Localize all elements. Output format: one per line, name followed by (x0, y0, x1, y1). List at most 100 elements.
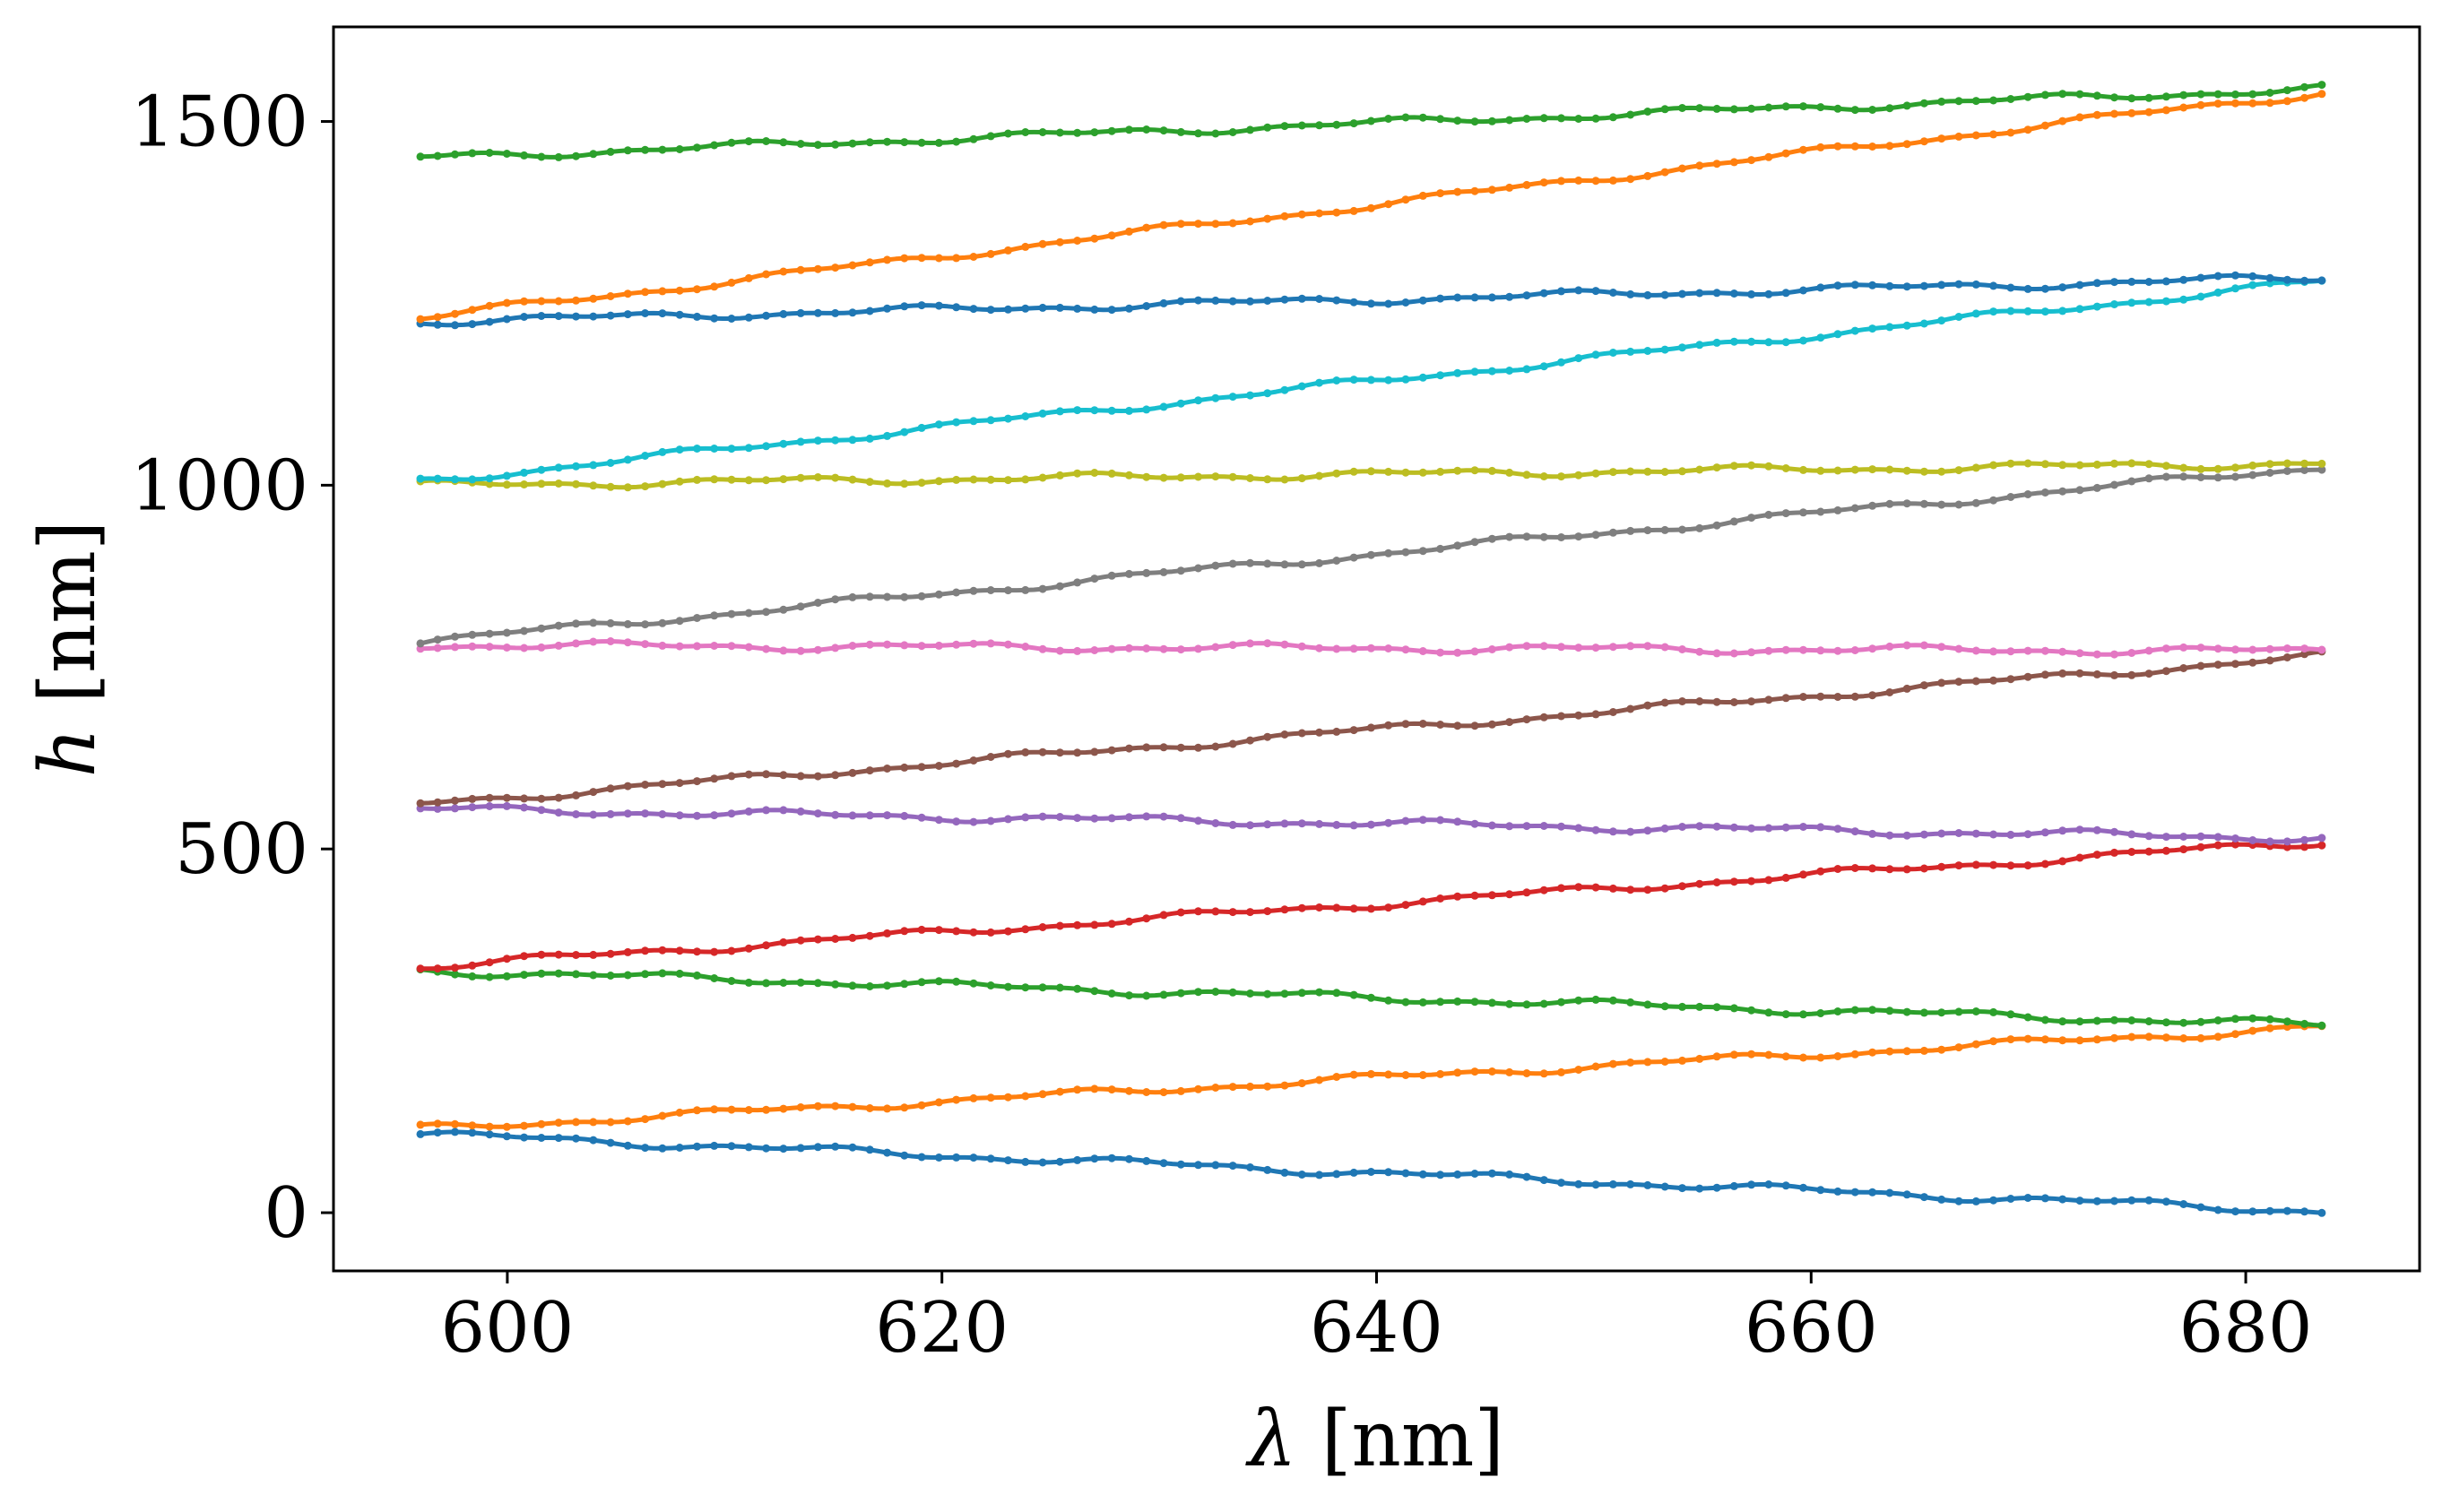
data-point (952, 1153, 961, 1162)
data-point (779, 605, 788, 614)
data-point (1263, 214, 1272, 223)
data-point (1937, 97, 1946, 106)
data-point (1038, 584, 1047, 593)
data-point (502, 955, 511, 963)
data-point (2058, 307, 2067, 315)
data-point (986, 753, 995, 761)
data-point (2006, 830, 2015, 839)
data-point (1211, 907, 1220, 916)
data-point (1885, 688, 1894, 696)
data-point (1315, 209, 1324, 218)
data-point (1729, 649, 1738, 658)
data-point (1107, 644, 1116, 653)
data-point (2196, 464, 2205, 473)
data-point (1263, 989, 1272, 998)
data-point (2006, 1195, 2015, 1203)
data-point (1401, 468, 1410, 477)
data-point (1850, 465, 1859, 474)
data-point (1228, 128, 1237, 136)
data-point (1125, 125, 1133, 134)
data-point (2179, 833, 2188, 841)
data-point (1021, 304, 1030, 313)
data-point (2248, 1026, 2257, 1035)
data-point (1332, 120, 1341, 129)
data-point (727, 1105, 736, 1114)
data-point (1055, 471, 1064, 480)
x-tick-label: 600 (440, 1288, 574, 1369)
data-point (433, 1128, 442, 1137)
data-point (2092, 851, 2101, 860)
data-point (1937, 829, 1946, 838)
data-point (2006, 493, 2015, 501)
data-point (883, 304, 892, 313)
data-point (1315, 471, 1324, 480)
data-point (468, 630, 477, 639)
data-point (1280, 475, 1289, 484)
data-point (2092, 279, 2101, 288)
data-point (1176, 297, 1185, 306)
data-point (813, 599, 822, 607)
data-point (934, 977, 943, 986)
data-point (554, 950, 563, 959)
data-point (451, 321, 459, 330)
data-point (2179, 1200, 2188, 1208)
data-point (1989, 860, 1998, 869)
data-point (831, 436, 840, 445)
data-point (1643, 642, 1652, 651)
data-point (2040, 1035, 2049, 1044)
data-point (537, 950, 546, 959)
data-point (693, 614, 701, 622)
data-point (1228, 1162, 1237, 1171)
data-point (969, 475, 978, 484)
data-point (1332, 727, 1341, 736)
x-axis-label: λ [nm] (1245, 1395, 1504, 1484)
data-point (451, 963, 459, 972)
data-point (1557, 998, 1565, 1007)
data-point (2144, 474, 2153, 483)
data-point (2317, 1021, 2326, 1030)
data-point (1073, 1085, 1082, 1094)
data-point (623, 1117, 632, 1126)
data-point (1937, 643, 1946, 652)
data-point (1470, 721, 1479, 730)
data-point (1176, 127, 1185, 136)
data-point (900, 1151, 909, 1160)
data-point (1332, 1073, 1341, 1081)
data-point (1678, 164, 1686, 173)
data-point (1729, 105, 1738, 114)
data-point (952, 640, 961, 649)
data-point (900, 980, 909, 989)
data-point (2144, 1017, 2153, 1025)
data-point (1142, 1156, 1151, 1165)
data-point (1453, 721, 1462, 730)
data-point (2075, 853, 2084, 862)
data-point (1055, 748, 1064, 757)
data-point (1919, 641, 1928, 650)
data-point (1418, 547, 1427, 556)
data-point (693, 1142, 701, 1151)
data-point (572, 951, 580, 959)
data-point (1712, 878, 1721, 886)
data-point (2179, 643, 2188, 652)
data-point (451, 643, 459, 652)
data-point (1868, 143, 1877, 151)
data-point (1850, 1188, 1859, 1197)
data-point (658, 618, 667, 627)
data-point (1366, 1168, 1375, 1176)
data-point (1971, 1197, 1980, 1205)
data-point (433, 313, 442, 322)
data-point (1436, 115, 1445, 124)
data-point (1332, 644, 1341, 653)
data-point (1626, 467, 1635, 476)
data-point (1366, 376, 1375, 384)
data-point (2179, 1034, 2188, 1042)
data-point (969, 417, 978, 426)
data-point (641, 145, 650, 154)
data-point (1470, 1170, 1479, 1178)
data-point (1954, 1007, 1963, 1016)
data-point (2317, 834, 2326, 842)
data-point (2248, 90, 2257, 99)
data-point (1470, 1067, 1479, 1076)
data-point (762, 608, 771, 617)
